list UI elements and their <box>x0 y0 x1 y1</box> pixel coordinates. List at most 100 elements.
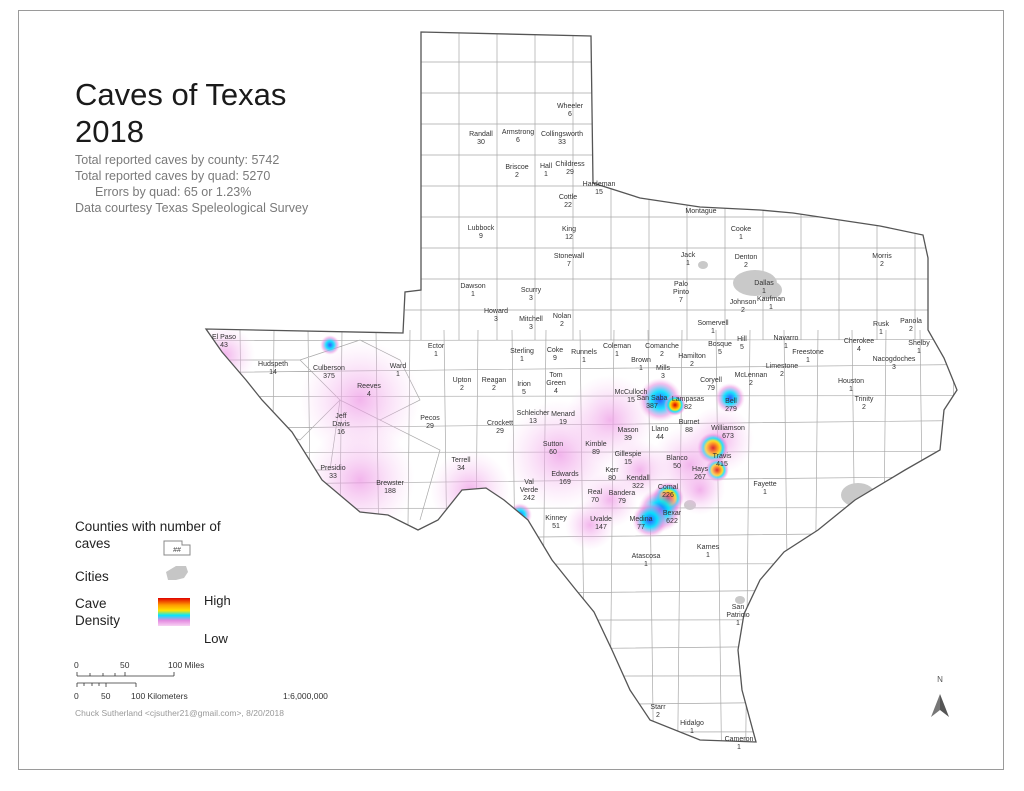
county-count: 169 <box>559 479 571 486</box>
county-name: Trinity <box>855 396 874 403</box>
county-name: Collingsworth <box>541 131 583 138</box>
county-name: Johnson <box>730 299 757 306</box>
county-name: Briscoe <box>505 164 528 171</box>
density-spot-mid <box>320 335 340 355</box>
county-name: Gillespie <box>615 451 642 458</box>
county-count: 5 <box>740 344 744 351</box>
county-count: 2 <box>744 262 748 269</box>
county-name: Reeves <box>357 383 381 390</box>
county-count: 16 <box>337 429 345 436</box>
county-count: 70 <box>591 497 599 504</box>
county-name: Brown <box>631 357 651 364</box>
county-count: 2 <box>515 172 519 179</box>
county-count: 2 <box>560 321 564 328</box>
county-count: 242 <box>523 495 535 502</box>
county-count: 7 <box>567 261 571 268</box>
county-name: Hardeman <box>583 181 616 188</box>
county-count: 1 <box>544 171 548 178</box>
county-count: 15 <box>624 459 632 466</box>
county-count: 6 <box>568 111 572 118</box>
county-name: Cottle <box>559 194 577 201</box>
county-name: Cherokee <box>844 338 874 345</box>
county-name: Freestone <box>792 349 824 356</box>
scale-miles-100: 100 Miles <box>168 660 205 670</box>
county-name: Pinto <box>673 289 689 296</box>
county-name: Menard <box>551 411 575 418</box>
county-count: 2 <box>862 404 866 411</box>
county-count: 1 <box>762 288 766 295</box>
county-count: 19 <box>559 419 567 426</box>
county-name: Armstrong <box>502 129 534 136</box>
county-count: 1 <box>582 357 586 364</box>
county-name: Verde <box>520 487 538 494</box>
county-name: Hays <box>692 466 708 473</box>
county-count: 9 <box>553 355 557 362</box>
county-name: Edwards <box>551 471 579 478</box>
county-name: Lubbock <box>468 225 495 232</box>
county-name: Nolan <box>553 313 571 320</box>
county-count: 3 <box>892 364 896 371</box>
county-count: 79 <box>707 385 715 392</box>
map-title: Caves of Texas 2018 <box>75 76 286 150</box>
county-count: 2 <box>780 371 784 378</box>
county-count: 43 <box>220 342 228 349</box>
county-count: 80 <box>608 475 616 482</box>
county-count: 3 <box>661 373 665 380</box>
map-frame <box>18 10 1004 770</box>
north-arrow-icon <box>931 694 949 717</box>
county-count: 147 <box>595 524 607 531</box>
city-area <box>758 281 782 299</box>
city-area <box>871 503 889 517</box>
county-name: Karnes <box>697 544 720 551</box>
county-count: 39 <box>624 435 632 442</box>
county-count: 4 <box>857 346 861 353</box>
county-name: Scurry <box>521 287 542 294</box>
county-name: Williamson <box>711 425 745 432</box>
county-name: San <box>732 604 745 611</box>
county-count: 33 <box>558 139 566 146</box>
north-label: N <box>937 675 943 684</box>
scale-km-50: 50 <box>101 691 111 701</box>
county-name: Coryell <box>700 377 722 384</box>
county-name: Rusk <box>873 321 889 328</box>
county-name: Kerr <box>605 467 619 474</box>
county-count: 1 <box>686 260 690 267</box>
county-count: 1 <box>520 356 524 363</box>
county-name: Irion <box>517 381 531 388</box>
county-count: 2 <box>656 712 660 719</box>
county-count: 1 <box>615 351 619 358</box>
county-name: Blanco <box>666 455 688 462</box>
legend-county-symbol-text: ## <box>173 547 181 554</box>
county-count: 1 <box>763 489 767 496</box>
county-count: 1 <box>849 386 853 393</box>
county-name: Uvalde <box>590 516 612 523</box>
